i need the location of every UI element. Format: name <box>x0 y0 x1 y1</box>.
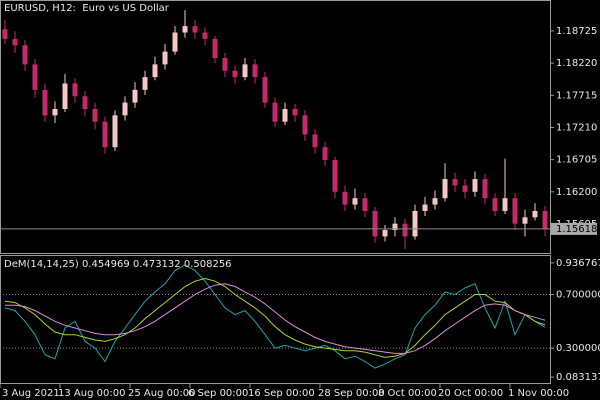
candle-body <box>502 198 508 211</box>
candle-body <box>132 89 138 103</box>
candle-body <box>42 89 48 116</box>
candle-body <box>462 185 468 192</box>
y-tick-label: 1.18725 <box>556 26 597 37</box>
candle-body <box>432 198 438 205</box>
candle-body <box>12 38 18 46</box>
y-tick-label: 1.16200 <box>556 187 597 198</box>
y-tick-label: 0.300000 <box>556 343 600 354</box>
indicator-value: 0.473132 <box>133 259 181 270</box>
candle-body <box>422 204 428 211</box>
y-tick-label: 0.936767 <box>556 258 600 269</box>
candle-body <box>442 179 448 199</box>
candle-body <box>372 210 378 237</box>
candle-body <box>472 179 478 192</box>
candle-body <box>322 147 328 160</box>
candle-body <box>72 83 78 97</box>
x-tick-label: 13 Aug 00:00 <box>58 388 125 399</box>
y-tick-label: 1.16705 <box>556 155 597 166</box>
y-tick-label: 1.18220 <box>556 58 597 69</box>
candle-body <box>452 179 458 186</box>
x-tick-label: 6 Sep 00:00 <box>188 388 248 399</box>
candle-body <box>62 83 68 109</box>
candle-body <box>142 77 148 90</box>
last-price-label: 1.15618 <box>556 224 597 235</box>
candle-body <box>122 102 128 116</box>
candle-body <box>2 29 8 39</box>
indicator-name: DeM(14,14,25) <box>4 259 79 270</box>
candle-body <box>22 45 28 65</box>
candle-body <box>182 26 188 33</box>
candle-body <box>202 32 208 39</box>
candle-body <box>232 70 238 78</box>
y-tick-label: 1.17210 <box>556 122 597 133</box>
x-tick-label: 8 Oct 00:00 <box>378 388 437 399</box>
candle-body <box>192 26 198 33</box>
candle-body <box>542 210 548 229</box>
candle-body <box>52 108 58 116</box>
candle-body <box>172 32 178 52</box>
indicator-value: 0.508256 <box>184 259 232 270</box>
last-price-box <box>551 222 597 235</box>
candle-body <box>522 217 528 224</box>
indicator-line <box>4 264 546 369</box>
candle-body <box>282 108 288 122</box>
candle-body <box>272 102 278 122</box>
candle-body <box>532 210 538 218</box>
candle-body <box>362 198 368 211</box>
indicator-line <box>4 277 546 358</box>
candle-body <box>262 77 268 103</box>
candle-body <box>162 51 168 65</box>
price-pane <box>0 10 550 250</box>
candle-body <box>382 230 388 237</box>
y-tick-label: 0.083137 <box>556 372 600 383</box>
x-tick-label: 25 Aug 00:00 <box>128 388 195 399</box>
x-tick-label: 16 Sep 00:00 <box>248 388 315 399</box>
y-tick-label: 1.17715 <box>556 90 597 101</box>
indicator-value: 0.454969 <box>82 259 130 270</box>
candle-body <box>242 64 248 78</box>
candle-body <box>342 191 348 205</box>
candle-body <box>302 115 308 135</box>
candle-body <box>402 223 408 237</box>
candle-body <box>32 64 38 90</box>
candle-body <box>512 198 518 224</box>
candle-body <box>332 159 338 192</box>
candle-body <box>152 64 158 78</box>
y-tick-label: 0.700000 <box>556 290 600 301</box>
candle-body <box>352 198 358 205</box>
candle-body <box>292 108 298 116</box>
candle-body <box>312 134 318 148</box>
indicator-line <box>5 283 546 354</box>
indicator-title: DeM(14,14,25) 0.454969 0.473132 0.508256 <box>4 259 232 270</box>
candle-body <box>102 121 108 148</box>
x-tick-label: 3 Aug 2021 <box>2 388 60 399</box>
candle-body <box>392 223 398 231</box>
candle-body <box>252 64 258 78</box>
candle-body <box>412 210 418 237</box>
candle-body <box>92 108 98 122</box>
candle-body <box>112 115 118 148</box>
candle-body <box>492 198 498 211</box>
chart-title: EURUSD, H12: Euro vs US Dollar <box>4 3 170 14</box>
candle-body <box>82 96 88 109</box>
candle-body <box>482 179 488 199</box>
candle-body <box>212 38 218 58</box>
indicator-pane-frame <box>0 255 551 384</box>
x-tick-label: 1 Nov 00:00 <box>508 388 569 399</box>
candle-body <box>222 57 228 71</box>
x-tick-label: 20 Oct 00:00 <box>438 388 503 399</box>
x-tick-label: 28 Sep 00:00 <box>318 388 385 399</box>
indicator-pane <box>0 264 550 369</box>
